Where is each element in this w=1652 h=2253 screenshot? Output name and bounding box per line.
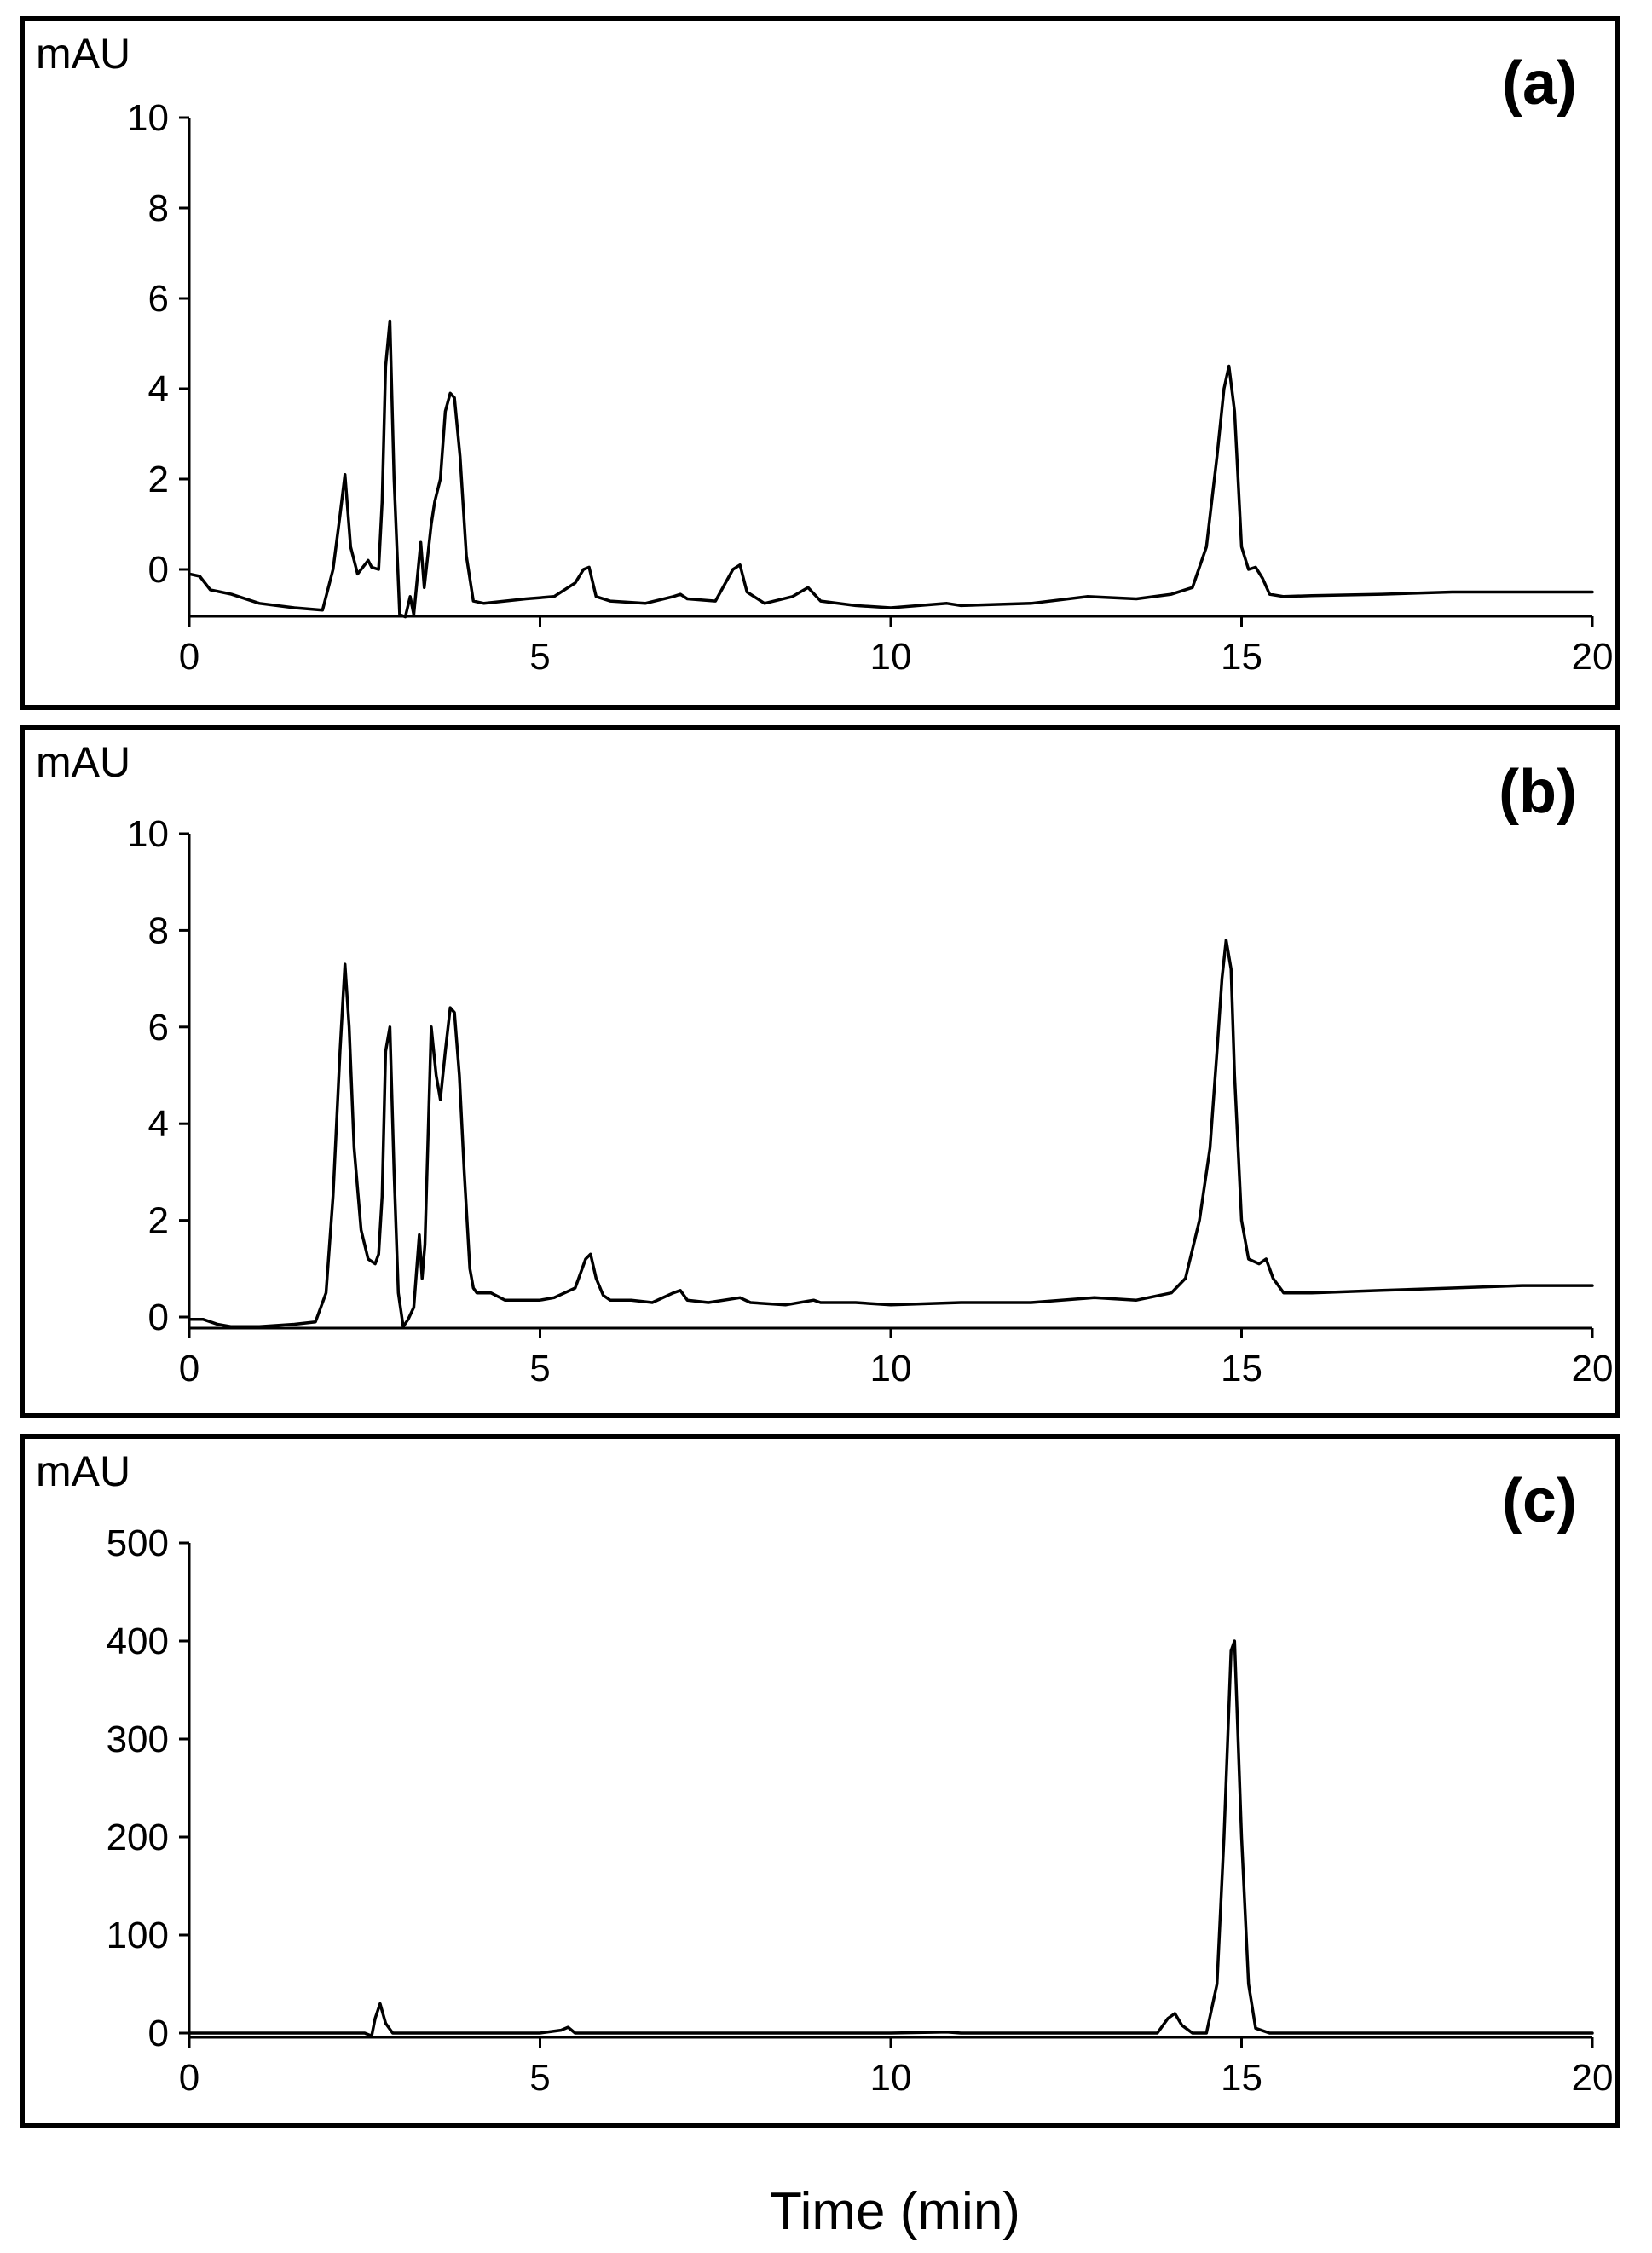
y-axis-unit-label: mAU [36,738,130,786]
y-tick-label: 100 [107,1915,169,1956]
panel-label: (b) [1499,758,1577,826]
x-tick-label: 10 [870,636,912,678]
chart-panel-2: 0 2 4 6 8 10 0 5 10 15 20 mAU (b) [20,725,1620,1418]
x-tick-label: 0 [179,636,199,678]
x-tick-label: 10 [870,2057,912,2099]
y-tick-label: 0 [148,1297,169,1338]
x-tick-label: 20 [1572,636,1614,678]
x-axis-title: Time (min) [770,2182,1020,2241]
y-tick-label: 4 [148,368,169,410]
y-tick-label: 500 [107,1522,169,1564]
y-tick-label: 2 [148,1200,169,1242]
chromatogram-trace [188,1639,1594,2038]
y-tick-label: 400 [107,1620,169,1662]
y-tick-label: 6 [148,1007,169,1049]
x-tick-label: 0 [179,1348,199,1389]
chromatogram-trace [188,319,1594,619]
x-tick-label: 5 [529,2057,550,2099]
panel-label: (c) [1502,1467,1577,1535]
y-tick-label: 200 [107,1817,169,1858]
y-axis-unit-label: mAU [36,1447,130,1495]
x-tick-label: 20 [1572,1348,1614,1389]
y-tick-label: 10 [127,813,169,855]
x-tick-label: 15 [1221,636,1262,678]
y-tick-label: 8 [148,910,169,951]
y-tick-label: 10 [127,97,169,139]
x-tick-label: 5 [529,636,550,678]
x-tick-label: 5 [529,1348,550,1389]
panel-frame [20,1434,1620,2128]
y-tick-label: 0 [148,2013,169,2054]
chart-panel-3: 0 100 200 300 400 500 0 5 10 15 20 mAU (c) [20,1434,1620,2128]
x-tick-label: 15 [1221,2057,1262,2099]
y-axis-unit-label: mAU [36,30,130,78]
chromatogram-trace [188,938,1594,1329]
x-tick-label: 10 [870,1348,912,1389]
y-tick-label: 6 [148,278,169,320]
x-tick-label: 20 [1572,2057,1614,2099]
chart-panel-1: 0 2 4 6 8 10 0 5 10 15 20 mAU (a) [20,16,1620,710]
x-tick-label: 0 [179,2057,199,2099]
panel-frame [20,725,1620,1418]
y-tick-label: 8 [148,188,169,229]
panel-label: (a) [1502,49,1577,118]
y-tick-label: 0 [148,549,169,591]
y-tick-label: 2 [148,459,169,500]
panel-frame [20,16,1620,710]
y-tick-label: 4 [148,1103,169,1145]
x-tick-label: 15 [1221,1348,1262,1389]
y-tick-label: 300 [107,1719,169,1760]
